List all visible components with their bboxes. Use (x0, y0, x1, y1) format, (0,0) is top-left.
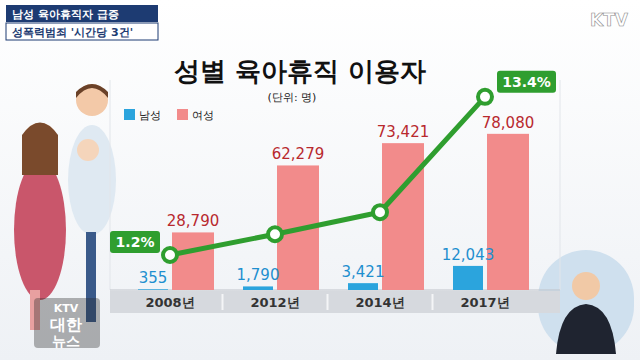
data-label: 12,043 (442, 246, 495, 264)
headline: 남성 육아휴직자 급증 (12, 8, 119, 21)
sign-figure (572, 272, 600, 300)
data-label: 1,790 (237, 266, 280, 284)
figure (76, 84, 108, 116)
line-marker (268, 227, 282, 241)
legend-label: 남성 (139, 109, 161, 122)
category-label: 2008년 (145, 295, 194, 310)
y-axis-line (110, 80, 111, 290)
figure (68, 125, 116, 235)
figure (77, 139, 99, 161)
y2-axis-line (560, 80, 561, 290)
program-logo: KTV (54, 302, 79, 315)
band-separator (327, 294, 329, 310)
program-logo-bg (34, 298, 100, 348)
figure (22, 123, 58, 176)
logo: KTV (590, 10, 629, 30)
illustration (14, 84, 116, 330)
data-label: 28,790 (167, 212, 220, 230)
data-label: 13.4% (502, 74, 551, 90)
legend-swatch (177, 109, 188, 120)
bar (453, 266, 483, 290)
bar (487, 134, 529, 290)
line (170, 97, 485, 255)
data-label: 78,080 (482, 114, 535, 132)
headline: 성폭력범죄 '시간당 3건' (12, 26, 133, 39)
legend-swatch (124, 109, 135, 120)
data-labels: 355 1,790 3,421 12,043 28,790 62,279 73,421 78,… (110, 71, 556, 287)
program-logo: 대한 (50, 315, 82, 334)
background (0, 0, 640, 360)
headline-box (6, 23, 158, 40)
subtitle: (단위: 명) (268, 91, 317, 104)
data-label: 3,421 (342, 263, 385, 281)
line-marker (373, 205, 387, 219)
sign-figure (556, 304, 616, 354)
legend: 남성 여성 (124, 109, 214, 122)
figure (76, 84, 108, 98)
line-marker (478, 90, 492, 104)
headline-box (6, 5, 158, 22)
band-separator (432, 294, 434, 310)
figure (14, 160, 66, 300)
data-label: 73,421 (377, 123, 430, 141)
chart-canvas: 남성 육아휴직자 급증성폭력범죄 '시간당 3건'KTVKTV대한뉴스성별 육아… (0, 0, 640, 360)
program-logo: 뉴스 (52, 333, 80, 349)
bar (138, 289, 168, 290)
data-label: 62,279 (272, 145, 325, 163)
line-marker (163, 248, 177, 262)
category-label: 2012년 (250, 295, 299, 310)
plot-area (138, 90, 529, 290)
bar (172, 232, 214, 290)
data-label: 355 (139, 269, 168, 287)
bar (348, 283, 378, 290)
legend-label: 여성 (192, 109, 214, 122)
category-label: 2014년 (355, 295, 404, 310)
line-label-box (110, 231, 160, 253)
category-label: 2017년 (460, 295, 509, 310)
category-band (110, 291, 560, 313)
bar (382, 143, 424, 290)
line-label-box (497, 71, 556, 93)
bar (243, 286, 273, 290)
band-separator (222, 294, 224, 310)
title: 성별 육아휴직 이용자 (174, 56, 426, 86)
data-label: 1.2% (116, 234, 155, 250)
